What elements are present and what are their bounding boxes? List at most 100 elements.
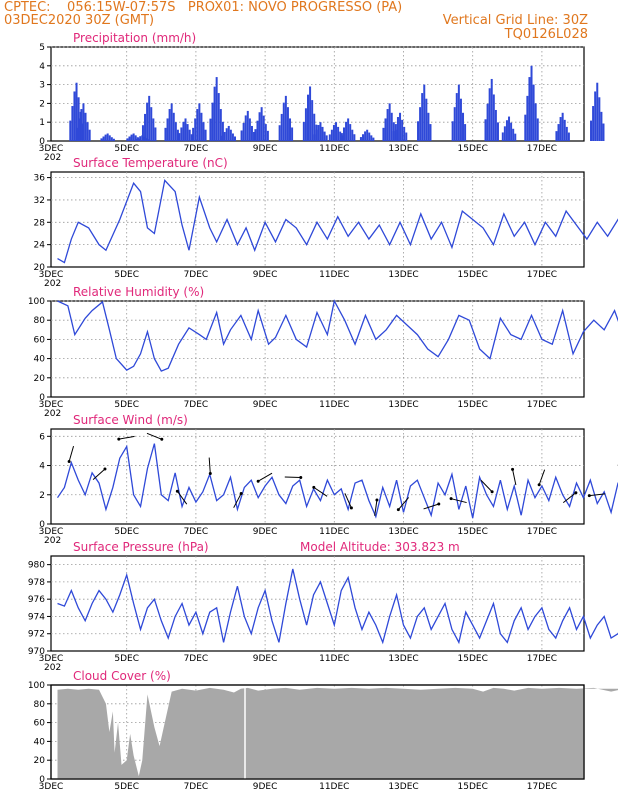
precip-bar bbox=[194, 118, 197, 141]
precip-bar bbox=[258, 112, 261, 141]
wind-arrow-head bbox=[208, 472, 212, 476]
precip-bar bbox=[427, 112, 430, 141]
precip-bar bbox=[154, 127, 157, 141]
y-tick-label: 978 bbox=[28, 578, 45, 588]
x-date-label: 9DEC bbox=[253, 144, 278, 154]
panel-2: 0 20 40 60 80 100 3DEC 5DEC 7DEC 9DEC 11DEC 13DEC 15… bbox=[28, 285, 618, 419]
precip-bar bbox=[315, 129, 318, 141]
panel-frame bbox=[50, 171, 585, 268]
precip-bar bbox=[256, 120, 259, 141]
precip-bar bbox=[132, 133, 135, 141]
header-grid-note: Vertical Grid Line: 30Z bbox=[442, 13, 588, 28]
precip-bar bbox=[514, 133, 517, 141]
precip-bar bbox=[104, 134, 107, 141]
panel-title: Cloud Cover (%) bbox=[73, 669, 171, 683]
precip-bar bbox=[524, 114, 527, 141]
y-tick-label: 0 bbox=[39, 137, 45, 147]
precip-bar bbox=[503, 126, 506, 141]
precip-bar bbox=[490, 78, 493, 141]
precip-bar bbox=[600, 111, 603, 141]
panel-title: Surface Temperature (nC) bbox=[73, 156, 228, 170]
precip-bar bbox=[150, 107, 153, 141]
y-tick-label: 100 bbox=[28, 297, 45, 307]
precip-bar bbox=[392, 131, 395, 141]
x-date-label: 11DEC bbox=[319, 270, 349, 280]
x-year-label: 202 bbox=[44, 153, 61, 163]
x-date-label: 5DEC bbox=[114, 782, 139, 792]
precip-bar bbox=[384, 118, 387, 141]
wind-arrow-head bbox=[396, 508, 400, 512]
precip-bar bbox=[223, 131, 226, 141]
wind-arrow bbox=[233, 493, 242, 508]
panel-title: Precipitation (mm/h) bbox=[73, 31, 196, 45]
precip-bar bbox=[321, 126, 324, 141]
precip-bar bbox=[291, 127, 294, 141]
precip-bar bbox=[180, 127, 183, 141]
panel-4: 970 972 974 976 978 980 3DEC 5DEC 7DEC 9DEC 11DEC 1… bbox=[28, 540, 618, 673]
wind-arrow bbox=[257, 472, 273, 482]
x-date-label: 9DEC bbox=[253, 782, 278, 792]
x-year-label: 202 bbox=[44, 409, 61, 419]
precip-bar bbox=[323, 131, 326, 141]
wind-arrow-head bbox=[375, 498, 379, 502]
precip-bar bbox=[244, 115, 247, 141]
panel-0: 0 1 2 3 4 5 3DEC 5DEC 7DEC 9DEC 11DEC 13DEC 15DEC 17D… bbox=[39, 31, 605, 163]
precip-bar bbox=[555, 131, 558, 141]
precip-bar bbox=[229, 129, 232, 141]
x-date-label: 3DEC bbox=[39, 270, 64, 280]
precip-bar bbox=[198, 103, 201, 141]
y-tick-label: 60 bbox=[34, 719, 46, 729]
panel-title: Surface Wind (m/s) bbox=[73, 413, 188, 427]
precip-bar bbox=[225, 128, 228, 141]
x-date-label: 13DEC bbox=[388, 400, 418, 410]
wind-arrow-head bbox=[511, 467, 515, 471]
precip-bar bbox=[240, 130, 243, 141]
precip-bar bbox=[250, 125, 253, 141]
wind-arrow-head bbox=[117, 437, 121, 441]
y-tick-label: 40 bbox=[34, 355, 46, 365]
y-tick-label: 976 bbox=[28, 595, 45, 605]
precip-bar bbox=[78, 118, 81, 141]
y-tick-label: 0 bbox=[39, 393, 45, 403]
x-date-label: 7DEC bbox=[184, 400, 209, 410]
x-date-label: 5DEC bbox=[114, 527, 139, 537]
precip-bar bbox=[73, 91, 76, 141]
wind-arrow bbox=[538, 469, 546, 485]
precip-bar bbox=[423, 84, 426, 141]
precip-bar bbox=[492, 94, 495, 141]
wind-arrow-head bbox=[239, 492, 243, 496]
precip-bar bbox=[172, 112, 175, 141]
precip-bar bbox=[227, 125, 230, 141]
precip-bar bbox=[152, 118, 155, 141]
precip-bar bbox=[386, 109, 389, 141]
precip-bar bbox=[382, 127, 385, 141]
precip-bar bbox=[353, 134, 356, 141]
x-date-label: 13DEC bbox=[388, 654, 418, 664]
precip-bar bbox=[128, 136, 131, 141]
precip-bar bbox=[557, 124, 560, 141]
precip-bar bbox=[417, 121, 420, 141]
wind-arrow-head bbox=[449, 497, 453, 501]
precip-bar bbox=[182, 121, 185, 141]
precip-bar bbox=[231, 133, 234, 141]
x-year-label: 202 bbox=[44, 663, 61, 673]
y-tick-label: 32 bbox=[34, 196, 45, 206]
precip-bar bbox=[394, 124, 397, 141]
precip-bar bbox=[596, 82, 599, 141]
precip-bar bbox=[505, 120, 508, 141]
x-date-label: 17DEC bbox=[527, 654, 557, 664]
precip-bar bbox=[211, 102, 214, 141]
precip-bar bbox=[488, 88, 491, 141]
y-tick-label: 80 bbox=[34, 316, 46, 326]
y-tick-label: 4 bbox=[39, 462, 45, 472]
precip-bar bbox=[592, 106, 595, 141]
precip-bar bbox=[345, 121, 348, 141]
panel-1: 20 24 28 32 36 3DEC 5DEC 7DEC 9DEC 11DEC 13DEC 15DE… bbox=[34, 156, 618, 289]
precip-bar bbox=[166, 118, 169, 141]
x-date-label: 7DEC bbox=[184, 270, 209, 280]
precip-bar bbox=[317, 125, 320, 141]
precip-bar bbox=[459, 98, 462, 141]
wind-arrow-head bbox=[537, 483, 541, 487]
wind-arrow bbox=[344, 493, 352, 509]
